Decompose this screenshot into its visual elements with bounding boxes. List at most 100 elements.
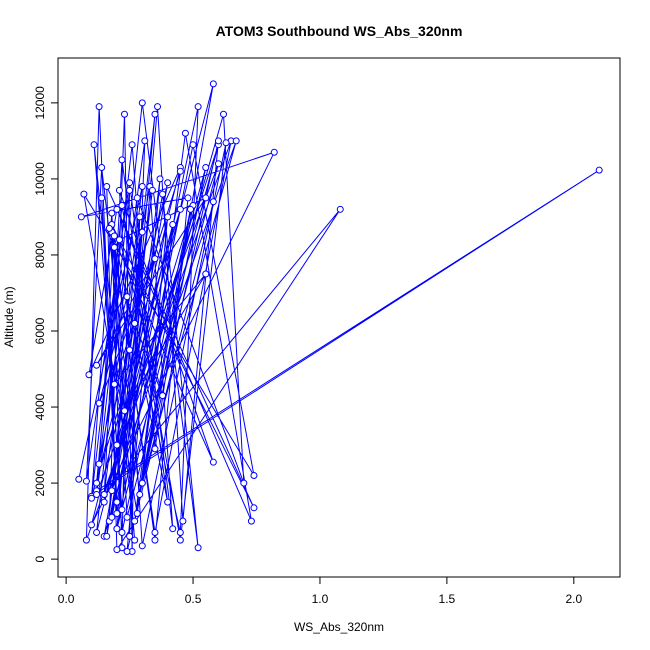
data-point	[85, 371, 93, 379]
data-point	[88, 494, 96, 502]
data-point	[121, 110, 129, 118]
data-point	[247, 517, 255, 525]
data-point	[159, 190, 167, 198]
data-point	[214, 160, 222, 168]
x-tick-label: 2.0	[565, 592, 582, 606]
data-point	[336, 205, 344, 213]
data-point	[115, 186, 123, 194]
y-tick-label: 0	[33, 555, 47, 562]
data-point	[209, 458, 217, 466]
y-tick-label: 2000	[33, 469, 47, 496]
data-point	[270, 148, 278, 156]
data-point	[151, 536, 159, 544]
data-point	[148, 186, 156, 194]
data-point	[126, 532, 134, 540]
data-point	[151, 110, 159, 118]
data-point	[126, 186, 134, 194]
data-point	[159, 392, 167, 400]
data-point	[90, 141, 98, 149]
data-point	[88, 521, 96, 529]
data-point	[95, 460, 103, 468]
data-point	[108, 209, 116, 217]
chart-title: ATOM3 Southbound WS_Abs_320nm	[216, 23, 463, 39]
data-point	[105, 224, 113, 232]
data-point	[176, 167, 184, 175]
data-point	[103, 532, 111, 540]
data-point	[220, 110, 228, 118]
data-point	[176, 529, 184, 537]
data-point	[121, 407, 129, 415]
data-point	[164, 213, 172, 221]
data-point	[176, 205, 184, 213]
data-point	[151, 255, 159, 263]
x-tick-label: 1.5	[439, 592, 456, 606]
data-point	[250, 471, 258, 479]
data-point	[214, 137, 222, 145]
data-point	[126, 179, 134, 187]
data-point	[123, 293, 131, 301]
data-point	[151, 445, 159, 453]
y-tick-label: 8000	[33, 241, 47, 268]
data-point	[169, 525, 177, 533]
data-point	[189, 141, 197, 149]
data-point	[110, 243, 118, 251]
data-point	[93, 529, 101, 537]
data-point	[113, 525, 121, 533]
data-point	[123, 513, 131, 521]
y-tick-label: 6000	[33, 317, 47, 344]
data-point	[77, 213, 85, 221]
x-tick-label: 0.0	[58, 592, 75, 606]
data-point	[176, 536, 184, 544]
data-point	[209, 198, 217, 206]
data-point	[100, 490, 108, 498]
data-point	[118, 506, 126, 514]
data-point	[133, 194, 141, 202]
data-point	[179, 517, 187, 525]
y-axis-label: Altitude (m)	[2, 286, 16, 347]
data-point	[93, 490, 101, 498]
data-point	[128, 141, 136, 149]
data-point	[138, 183, 146, 191]
data-point	[136, 213, 144, 221]
data-point	[113, 441, 121, 449]
data-point	[100, 498, 108, 506]
y-tick-label: 10000	[33, 162, 47, 196]
data-point	[202, 164, 210, 172]
data-point	[202, 270, 210, 278]
data-point	[113, 546, 121, 554]
data-point	[141, 137, 149, 145]
data-point	[156, 175, 164, 183]
data-point	[138, 228, 146, 236]
data-point	[98, 164, 106, 172]
data-point	[118, 529, 126, 537]
x-tick-label: 0.5	[185, 592, 202, 606]
data-point	[93, 479, 101, 487]
data-point	[138, 479, 146, 487]
data-point	[118, 202, 126, 210]
data-point	[110, 232, 118, 240]
data-point	[136, 490, 144, 498]
data-point	[209, 80, 217, 88]
x-tick-label: 1.0	[312, 592, 329, 606]
data-point	[232, 137, 240, 145]
data-point	[108, 513, 116, 521]
y-tick-label: 4000	[33, 393, 47, 420]
data-point	[131, 319, 139, 327]
data-point	[151, 529, 159, 537]
data-point	[115, 236, 123, 244]
data-line	[78, 83, 600, 552]
data-point	[164, 498, 172, 506]
x-axis-label: WS_Abs_320nm	[294, 620, 384, 634]
data-point	[113, 205, 121, 213]
data-point	[250, 504, 258, 512]
data-point	[194, 103, 202, 111]
data-point	[113, 498, 121, 506]
data-point	[113, 510, 121, 518]
data-point	[187, 205, 195, 213]
data-point	[82, 477, 90, 485]
data-point	[138, 99, 146, 107]
data-point	[202, 194, 210, 202]
data-point	[93, 361, 101, 369]
y-tick-label: 12000	[33, 86, 47, 120]
